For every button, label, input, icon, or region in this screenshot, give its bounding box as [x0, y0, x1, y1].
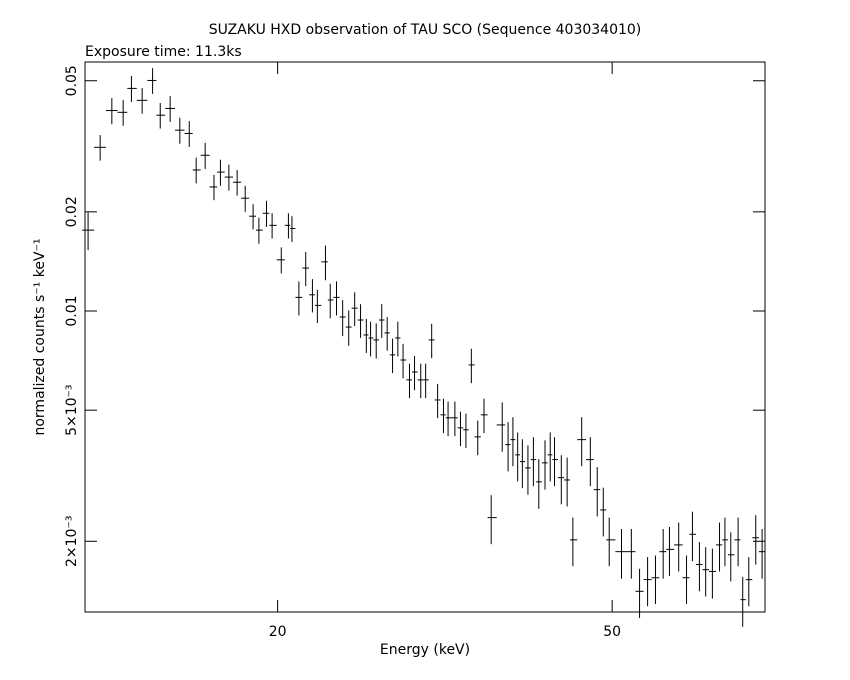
x-tick-label: 50	[603, 624, 621, 640]
y-tick-label: 0.01	[64, 295, 80, 326]
y-axis-label: normalized counts s⁻¹ keV⁻¹	[32, 238, 48, 435]
chart-title: SUZAKU HXD observation of TAU SCO (Seque…	[209, 22, 642, 38]
plot-frame	[84, 61, 766, 613]
y-tick-label: 5×10⁻³	[64, 384, 80, 435]
chart-subtitle: Exposure time: 11.3ks	[85, 44, 242, 60]
y-tick-label: 0.02	[64, 196, 80, 227]
x-axis-label: Energy (keV)	[380, 642, 470, 658]
y-tick-label: 0.05	[64, 65, 80, 96]
y-tick-label: 2×10⁻³	[64, 516, 80, 567]
x-tick-label: 20	[269, 624, 287, 640]
